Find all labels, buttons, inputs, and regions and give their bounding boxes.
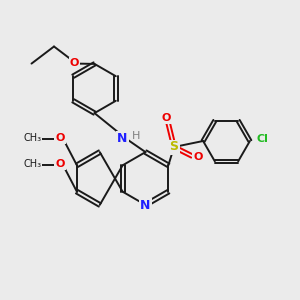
Text: O: O (55, 133, 65, 143)
Text: O: O (69, 58, 79, 68)
Text: Cl: Cl (256, 134, 268, 145)
Text: N: N (140, 199, 151, 212)
Text: CH₃: CH₃ (23, 159, 41, 170)
Text: CH₃: CH₃ (23, 133, 41, 143)
Text: H: H (132, 130, 141, 141)
Text: S: S (169, 140, 178, 154)
Text: O: O (162, 113, 171, 123)
Text: O: O (55, 159, 65, 170)
Text: N: N (117, 131, 128, 145)
Text: O: O (193, 152, 203, 163)
